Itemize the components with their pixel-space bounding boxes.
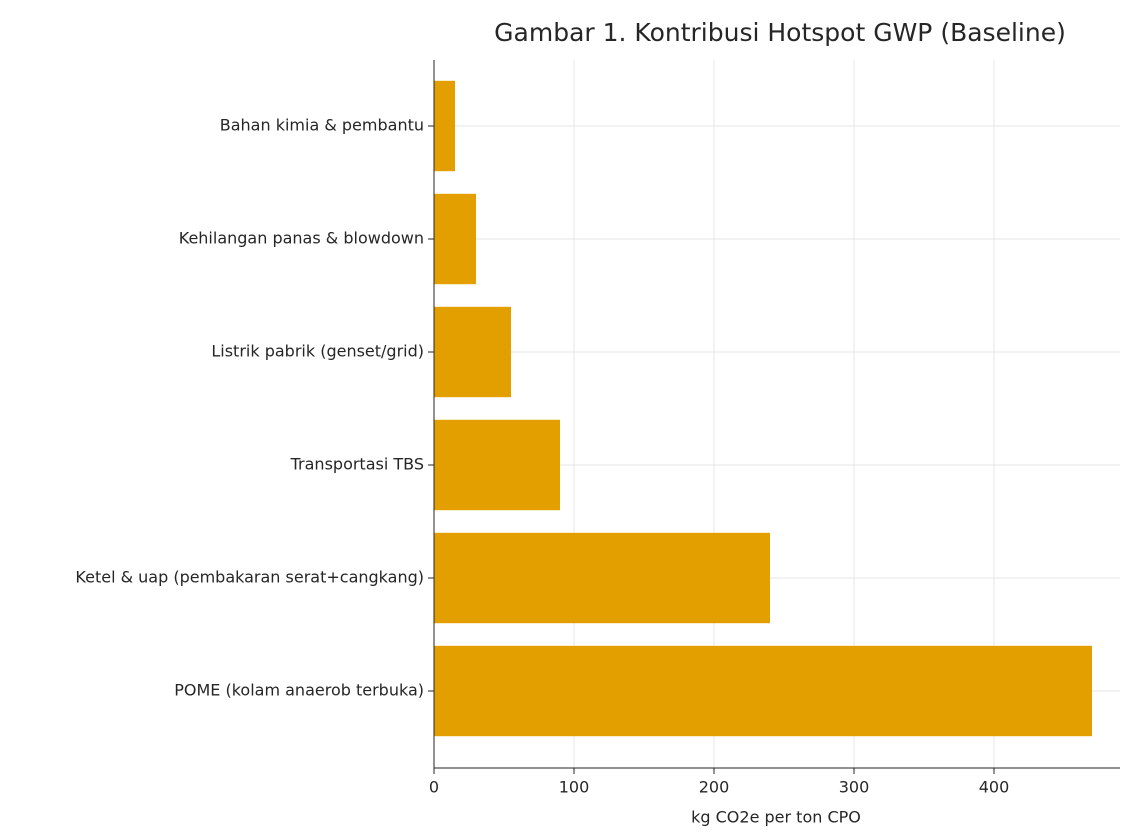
y-tick-label: Bahan kimia & pembantu	[220, 116, 424, 135]
x-tick-label: 400	[979, 778, 1010, 797]
y-tick-label: POME (kolam anaerob terbuka)	[174, 681, 424, 700]
bar	[434, 419, 560, 511]
bar	[434, 306, 511, 398]
x-tick-label: 0	[429, 778, 439, 797]
x-axis-label: kg CO2e per ton CPO	[691, 808, 861, 827]
chart-title: Gambar 1. Kontribusi Hotspot GWP (Baseli…	[494, 18, 1066, 47]
bar	[434, 193, 476, 285]
x-tick-label: 100	[559, 778, 590, 797]
bar	[434, 80, 455, 172]
y-tick-label: Listrik pabrik (genset/grid)	[211, 342, 424, 361]
bar	[434, 532, 770, 624]
x-tick-label: 200	[699, 778, 730, 797]
y-tick-label: Kehilangan panas & blowdown	[179, 229, 424, 248]
bar	[434, 645, 1092, 737]
y-tick-label: Ketel & uap (pembakaran serat+cangkang)	[75, 568, 424, 587]
y-tick-label: Transportasi TBS	[290, 455, 424, 474]
x-tick-label: 300	[839, 778, 870, 797]
